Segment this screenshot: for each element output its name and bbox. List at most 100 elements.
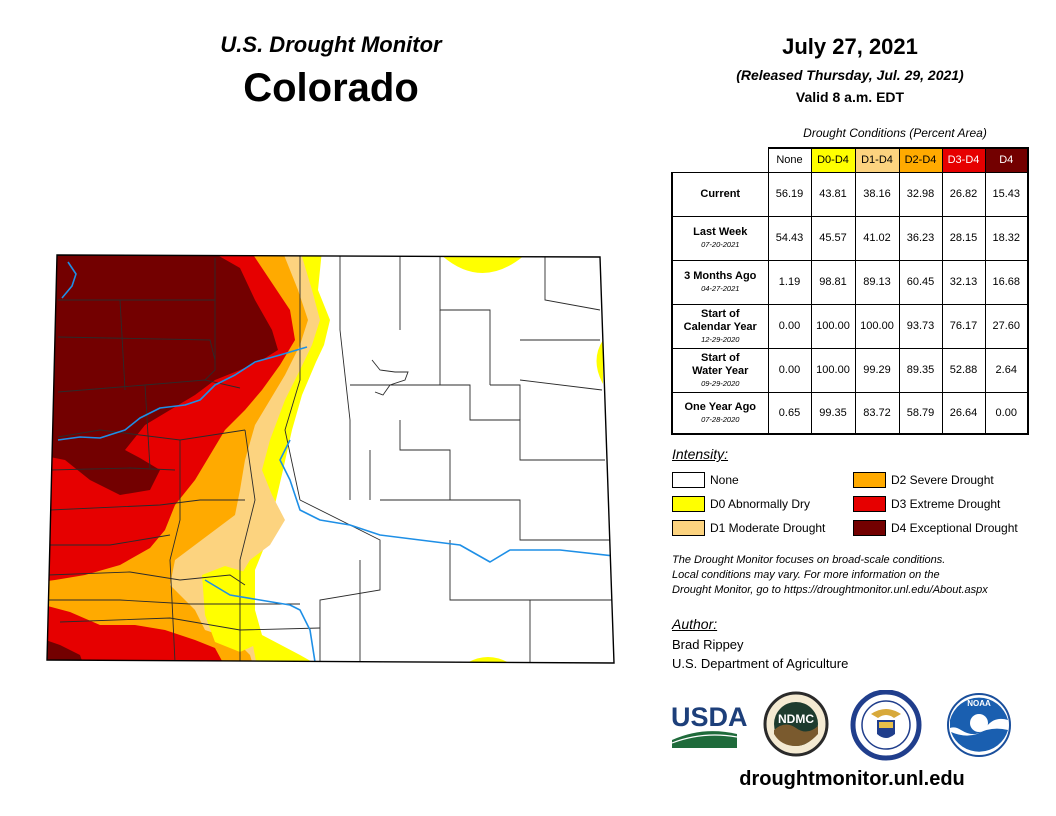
author-organization: U.S. Department of Agriculture: [672, 656, 849, 671]
noaa-logo: NOAA: [947, 693, 1011, 757]
row-label: Calendar Year: [683, 320, 757, 333]
value-cell: 100.00: [810, 303, 856, 349]
d0-abnormally-dry-area: [462, 657, 514, 663]
value-cell: 26.82: [941, 171, 986, 217]
svg-text:NDMC: NDMC: [778, 712, 814, 726]
column-header-d4: D4: [984, 147, 1029, 173]
column-header-d3-d4: D3-D4: [941, 147, 986, 173]
value-cell: 36.23: [898, 215, 943, 261]
rivers: [57, 261, 614, 663]
value-cell: 26.64: [941, 391, 986, 435]
river: [61, 261, 77, 299]
value-cell: 0.00: [767, 303, 812, 349]
value-cell: 27.60: [984, 303, 1029, 349]
table-row: One Year Ago 07-28-2020 0.65 99.35 83.72 58.7…: [671, 391, 1029, 435]
value-cell: 60.45: [898, 259, 943, 305]
row-label-cell: Start of Water Year 09-29-2020: [671, 347, 769, 393]
value-cell: 76.17: [941, 303, 986, 349]
d4-exceptional-drought-area: [47, 638, 86, 663]
value-cell: 45.57: [810, 215, 856, 261]
column-header-none: None: [767, 147, 812, 173]
row-label-cell: 3 Months Ago 04-27-2021: [671, 259, 769, 305]
value-cell: 99.35: [810, 391, 856, 435]
value-cell: 58.79: [898, 391, 943, 435]
ndmc-logo: NDMC: [763, 691, 829, 757]
valid-date: July 27, 2021: [782, 34, 918, 59]
legend-swatch: [672, 519, 705, 536]
value-cell: 28.15: [941, 215, 986, 261]
river: [57, 346, 308, 441]
value-cell: 89.35: [898, 347, 943, 393]
value-cell: 98.81: [810, 259, 856, 305]
legend-item-d1: D1 Moderate Drought: [672, 519, 853, 536]
river: [204, 579, 316, 663]
author-name: Brad Rippey: [672, 637, 744, 652]
column-header-d0-d4: D0-D4: [810, 147, 856, 173]
value-cell: 32.13: [941, 259, 986, 305]
row-date: 07-20-2021: [701, 240, 740, 249]
legend-swatch: [853, 495, 886, 512]
value-cell: 100.00: [854, 303, 900, 349]
legend-item-d2: D2 Severe Drought: [853, 471, 1034, 488]
row-label: Water Year: [692, 364, 749, 377]
value-cell: 1.19: [767, 259, 812, 305]
valid-time: Valid 8 a.m. EDT: [795, 89, 905, 105]
row-label: Start of: [701, 307, 740, 320]
value-cell: 43.81: [810, 171, 856, 217]
row-date: 12-29-2020: [701, 334, 740, 344]
row-label-cell: One Year Ago 07-28-2020: [671, 391, 769, 435]
value-cell: 52.88: [941, 347, 986, 393]
footnote: The Drought Monitor focuses on broad-sca…: [672, 553, 988, 598]
legend-label: None: [710, 472, 739, 487]
footnote-line: The Drought Monitor focuses on broad-sca…: [672, 554, 946, 566]
legend-label: D1 Moderate Drought: [710, 520, 826, 535]
table-row: Start of Calendar Year 12-29-2020 0.00 100.0…: [671, 303, 1029, 349]
usda-logo: USDA: [671, 702, 748, 748]
commerce-seal: [850, 690, 922, 761]
value-cell: 18.32: [984, 215, 1029, 261]
d0-abnormally-dry-area: [440, 255, 526, 273]
table-row: Start of Water Year 09-29-2020 0.00 100.00 99…: [671, 347, 1029, 393]
row-label: One Year Ago: [684, 400, 757, 413]
legend-label: D4 Exceptional Drought: [891, 520, 1018, 535]
value-cell: 93.73: [898, 303, 943, 349]
value-cell: 2.64: [984, 347, 1029, 393]
legend-swatch: [853, 471, 886, 488]
value-cell: 56.19: [767, 171, 812, 217]
legend-item-d3: D3 Extreme Drought: [853, 495, 1034, 512]
d4-exceptional-drought-area: [47, 255, 278, 495]
value-cell: 99.29: [854, 347, 900, 393]
table-caption: Drought Conditions (Percent Area): [803, 126, 987, 140]
row-label-cell: Last Week 07-20-2021: [671, 215, 769, 261]
legend-swatch: [853, 519, 886, 536]
value-cell: 54.43: [767, 215, 812, 261]
table-row: Current 56.19 43.81 38.16 32.98 26.82 15.43: [671, 171, 1029, 217]
legend-item-d4: D4 Exceptional Drought: [853, 519, 1034, 536]
row-label: Last Week: [693, 226, 748, 238]
row-label: Start of: [701, 351, 740, 364]
value-cell: 83.72: [854, 391, 900, 435]
website-url[interactable]: droughtmonitor.unl.edu: [739, 768, 965, 790]
value-cell: 41.02: [854, 215, 900, 261]
state-title: Colorado: [243, 66, 419, 110]
legend-label: D0 Abnormally Dry: [710, 496, 811, 511]
svg-text:USDA: USDA: [671, 702, 748, 732]
column-header-d2-d4: D2-D4: [898, 147, 943, 173]
county-boundaries: [47, 256, 612, 663]
row-label-cell: Start of Calendar Year 12-29-2020: [671, 303, 769, 349]
legend-swatch: [672, 471, 705, 488]
value-cell: 38.16: [854, 171, 900, 217]
value-cell: 32.98: [898, 171, 943, 217]
table-row: 3 Months Ago 04-27-2021 1.19 98.81 89.13 60.4…: [671, 259, 1029, 305]
value-cell: 89.13: [854, 259, 900, 305]
d0-abnormally-dry-area: [596, 340, 603, 384]
footnote-line: Drought Monitor, go to https://droughtmo…: [672, 584, 988, 596]
footnote-line: Local conditions may vary. For more info…: [672, 569, 940, 581]
value-cell: 16.68: [984, 259, 1029, 305]
row-date: 07-28-2020: [701, 414, 740, 424]
river: [279, 439, 614, 563]
map-subtitle: U.S. Drought Monitor: [220, 32, 442, 57]
legend-title: Intensity:: [672, 446, 729, 462]
table-corner: [672, 148, 768, 172]
legend-item-none: None: [672, 471, 853, 488]
